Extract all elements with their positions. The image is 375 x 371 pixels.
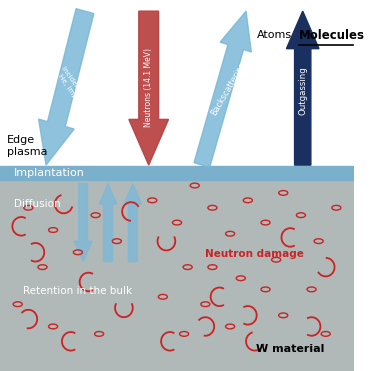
Text: Backscattering: Backscattering xyxy=(209,60,248,117)
Text: Retention in the bulk: Retention in the bulk xyxy=(23,286,132,296)
Text: Diffusion: Diffusion xyxy=(14,199,61,209)
FancyArrow shape xyxy=(74,184,92,262)
FancyArrow shape xyxy=(99,184,117,262)
FancyArrow shape xyxy=(194,11,251,168)
FancyArrow shape xyxy=(39,9,94,165)
Text: Incident flux
(H,s, He, impurities): Incident flux (H,s, He, impurities) xyxy=(46,54,99,121)
Text: Edge
plasma: Edge plasma xyxy=(7,135,48,157)
Bar xyxy=(0,174,354,371)
Bar xyxy=(0,0,354,174)
Text: W material: W material xyxy=(256,345,324,354)
Text: Implantation: Implantation xyxy=(14,168,85,178)
FancyArrow shape xyxy=(286,11,319,165)
Bar xyxy=(0,166,354,180)
Text: Neutrons (14.1 MeV): Neutrons (14.1 MeV) xyxy=(144,48,153,127)
FancyArrow shape xyxy=(129,11,168,165)
Text: Atoms: Atoms xyxy=(256,30,292,40)
Text: Molecules: Molecules xyxy=(299,29,365,42)
Text: Outgassing: Outgassing xyxy=(298,66,307,115)
FancyArrow shape xyxy=(124,184,142,262)
Text: Neutron damage: Neutron damage xyxy=(206,249,304,259)
